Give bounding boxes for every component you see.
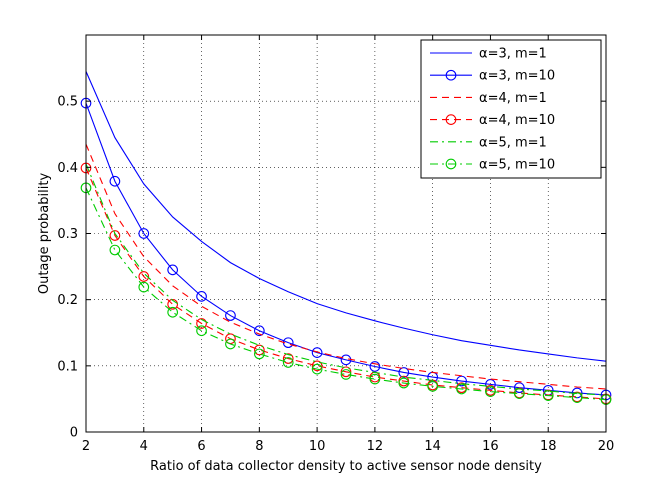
data-point-marker <box>340 369 352 380</box>
data-point-marker <box>282 357 294 368</box>
x-tick-label: 18 <box>540 439 557 454</box>
series-1 <box>85 71 607 362</box>
data-point-marker <box>109 175 121 187</box>
data-point-marker <box>340 366 352 378</box>
data-point-marker <box>485 386 496 397</box>
data-point-marker <box>225 310 236 321</box>
data-point-marker <box>398 367 410 378</box>
data-point-marker <box>427 380 439 392</box>
grid <box>86 35 606 432</box>
data-point-marker <box>253 348 265 360</box>
axis-ticks: 2 4 6 8 10 12 14 16 18 20 0 0.1 0.2 0.3 0.4 0.5 <box>57 35 614 454</box>
legend-label: α=3, m=10 <box>479 69 555 84</box>
data-point-marker <box>167 264 179 276</box>
data-point-marker <box>109 230 121 241</box>
data-point-marker <box>398 377 410 389</box>
legend-entry-5: α=5, m=1 <box>430 135 547 150</box>
data-point-marker <box>456 383 467 395</box>
x-tick-label: 12 <box>367 439 384 454</box>
legend-entry-3: α=4, m=1 <box>430 91 547 106</box>
series-6 <box>80 182 612 405</box>
legend-entry-4: α=4, m=10 <box>430 113 555 128</box>
data-point-marker <box>253 325 265 337</box>
data-point-marker <box>571 392 583 403</box>
data-point-marker <box>513 382 525 394</box>
data-point-marker <box>109 244 121 256</box>
y-tick-label: 0.2 <box>57 293 78 308</box>
x-axis-label: Ratio of data collector density to activ… <box>150 459 542 474</box>
data-point-marker <box>196 291 207 302</box>
legend-entry-6: α=5, m=10 <box>430 158 555 173</box>
x-tick-label: 2 <box>82 439 90 454</box>
data-point-marker <box>196 318 207 329</box>
y-tick-label: 0.4 <box>57 161 78 176</box>
x-tick-label: 4 <box>140 439 148 454</box>
y-tick-label: 0.1 <box>57 359 78 374</box>
y-tick-label: 0.3 <box>57 227 78 242</box>
legend-box <box>420 39 602 179</box>
legend-label: α=5, m=10 <box>479 158 555 173</box>
data-point-marker <box>138 228 150 239</box>
data-point-marker <box>485 379 496 390</box>
data-point-marker <box>369 361 381 372</box>
legend-entry-2: α=3, m=10 <box>430 69 555 84</box>
x-tick-label: 10 <box>309 439 326 454</box>
data-point-marker <box>225 338 236 350</box>
legend-label: α=5, m=1 <box>479 135 547 150</box>
legend-marker-sample <box>445 158 457 170</box>
data-point-marker <box>311 347 323 358</box>
x-tick-label: 16 <box>482 439 499 454</box>
legend-marker-sample <box>445 114 457 125</box>
series-3 <box>85 143 607 390</box>
data-point-marker <box>542 390 554 401</box>
data-point-marker <box>253 344 265 356</box>
legend-label: α=4, m=1 <box>479 91 547 106</box>
y-tick-label: 0.5 <box>57 95 78 110</box>
series-line <box>85 71 607 362</box>
data-point-marker <box>167 306 179 318</box>
data-point-marker <box>196 325 207 337</box>
y-axis-label: Outage probability <box>37 173 52 295</box>
data-point-marker <box>513 388 525 399</box>
legend-label: α=4, m=10 <box>479 113 555 128</box>
legend-entry-1: α=3, m=1 <box>430 47 547 62</box>
x-tick-label: 8 <box>255 439 263 454</box>
data-point-marker <box>138 271 150 282</box>
data-point-marker <box>282 353 294 364</box>
series-line <box>85 143 607 390</box>
series-line <box>85 167 607 400</box>
data-point-marker <box>311 363 323 375</box>
legend-marker-sample <box>445 69 457 81</box>
x-tick-label: 20 <box>598 439 615 454</box>
data-point-marker <box>167 298 179 310</box>
y-tick-label: 0 <box>70 426 78 441</box>
data-point-marker <box>138 281 150 293</box>
x-tick-label: 14 <box>424 439 441 454</box>
data-point-marker <box>369 373 381 385</box>
x-tick-label: 6 <box>197 439 205 454</box>
series-layer <box>80 71 612 405</box>
legend-label: α=3, m=1 <box>479 47 547 62</box>
legend: α=3, m=1 α=3, m=10 α=4, m=1 α=4, m=10 α=5, m… <box>420 39 602 179</box>
data-point-marker <box>311 360 323 372</box>
